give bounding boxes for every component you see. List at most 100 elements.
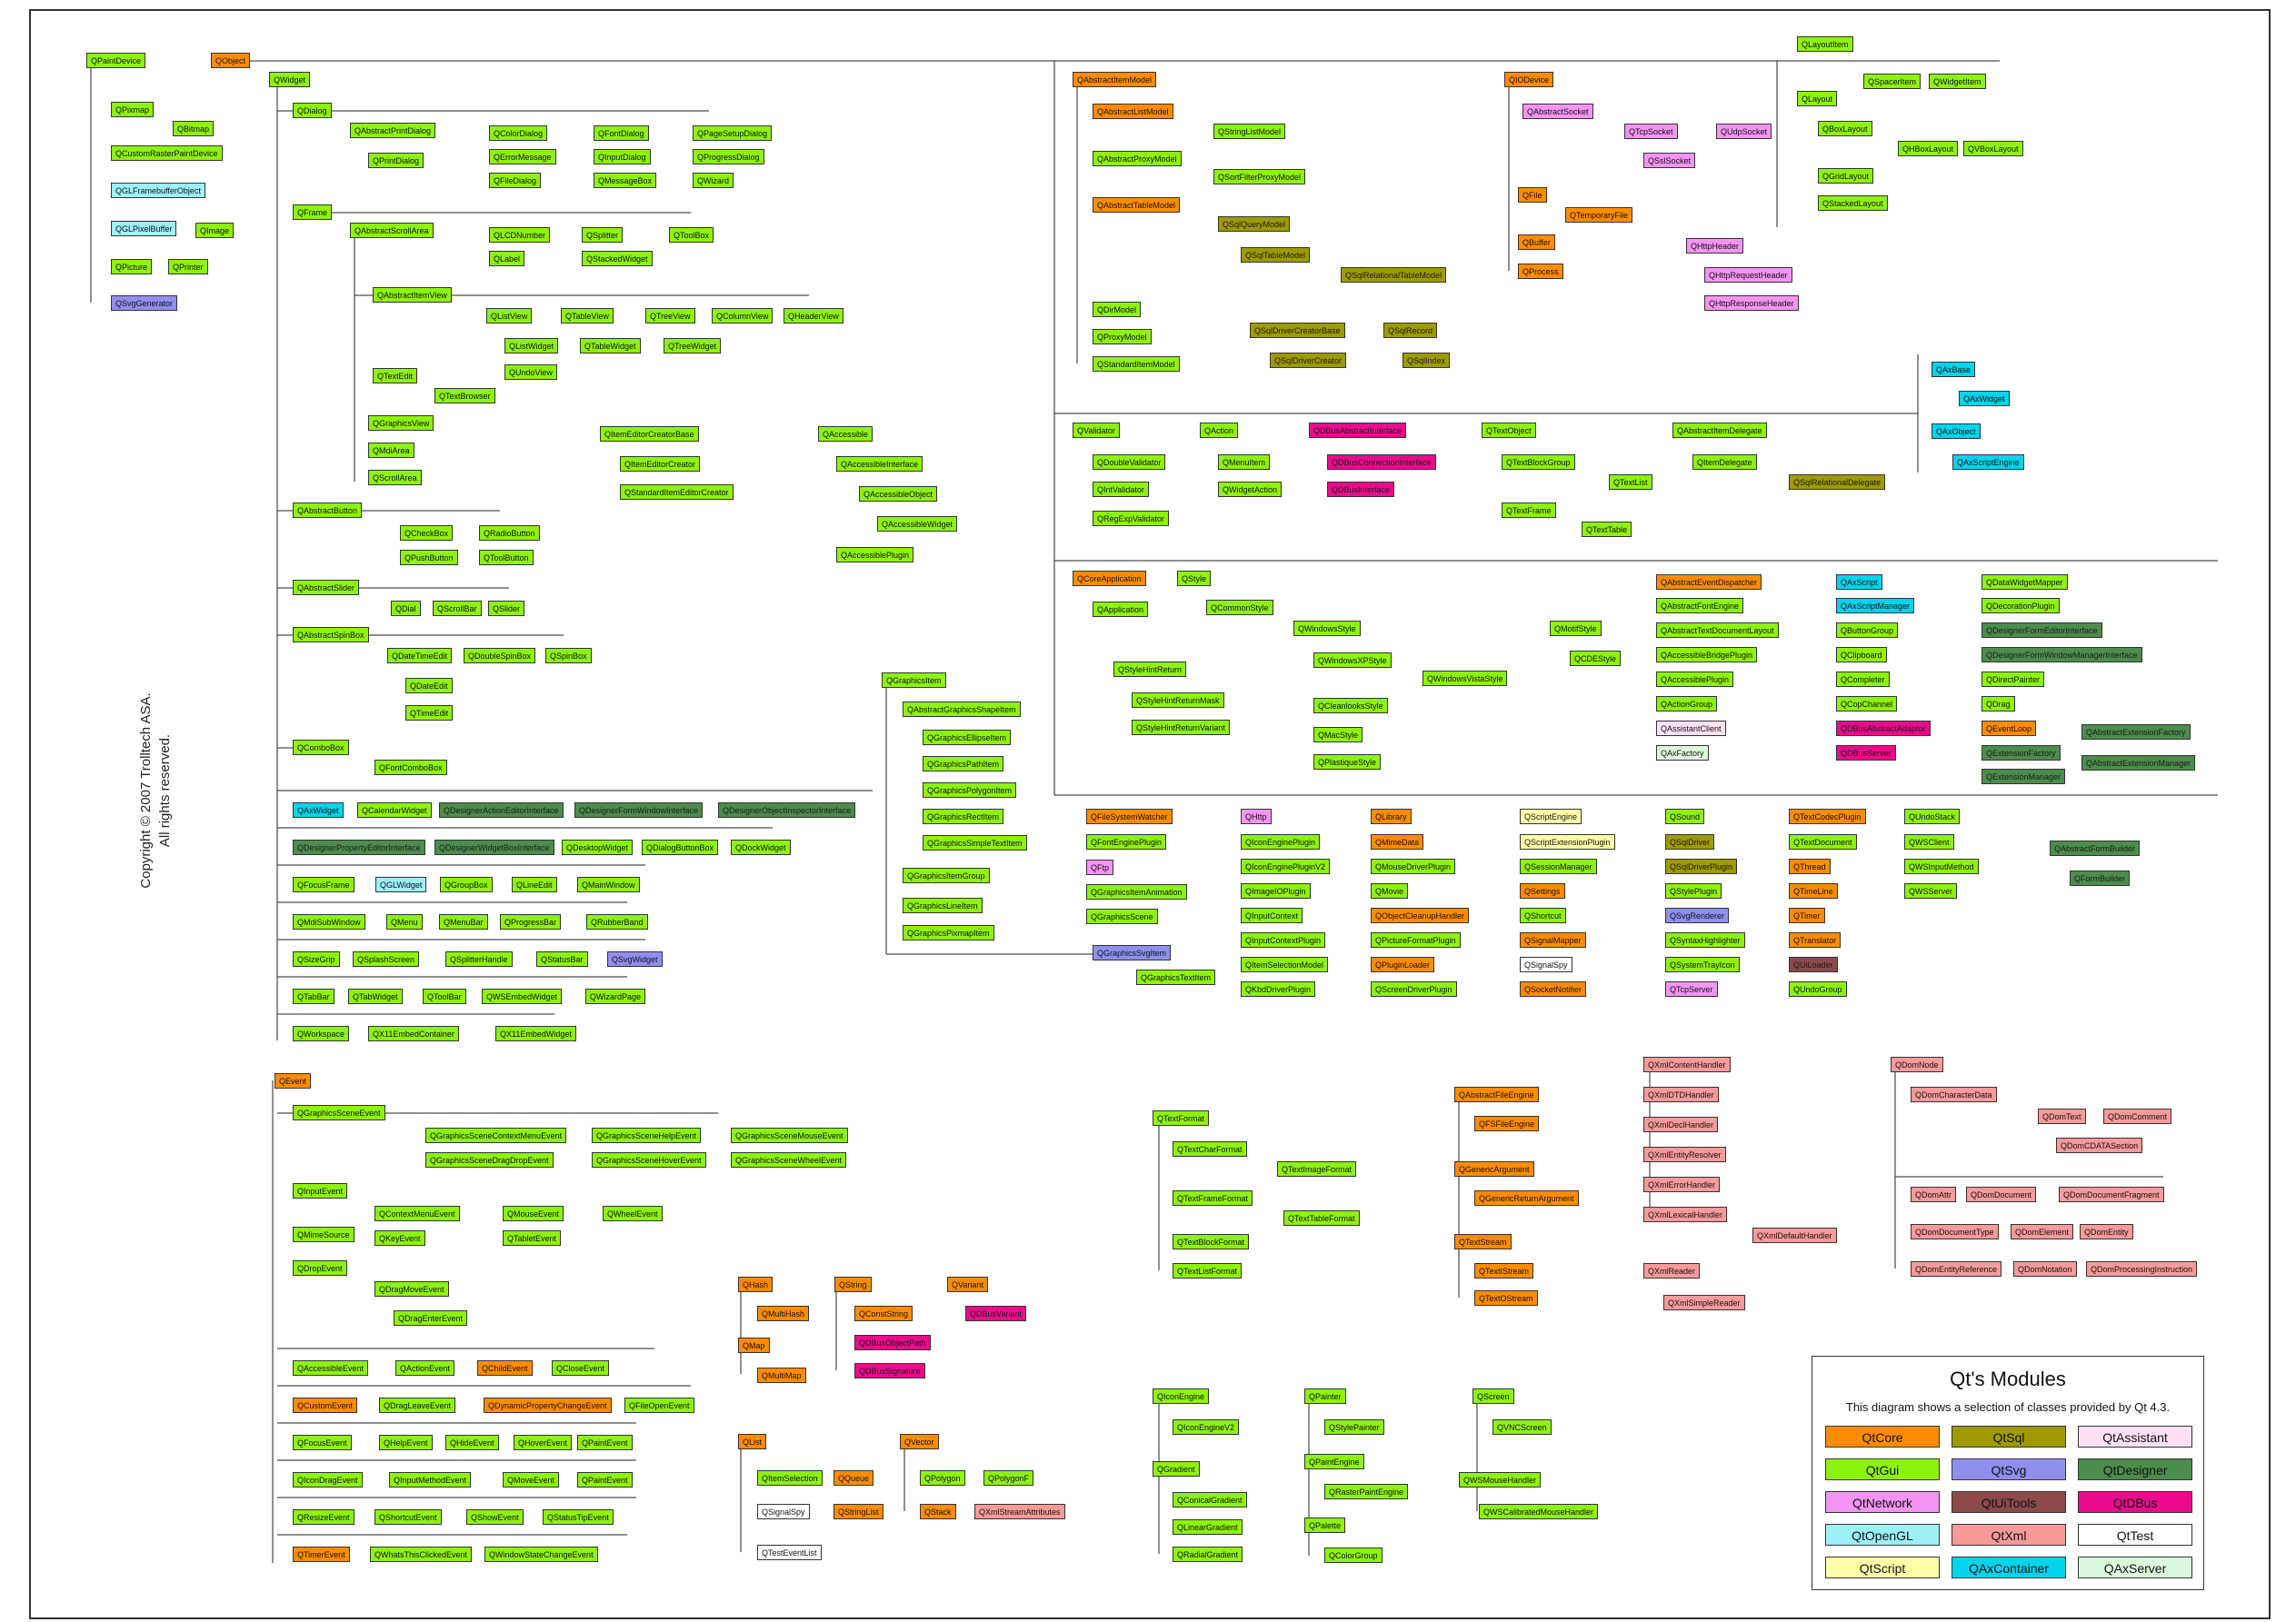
class-qundostack: QUndoStack — [1904, 809, 1961, 824]
class-qstack: QStack — [920, 1504, 956, 1519]
class-qtextcodecplugin: QTextCodecPlugin — [1789, 809, 1866, 824]
class-qgraphicspixmapitem: QGraphicsPixmapItem — [903, 925, 994, 940]
class-qgroupbox: QGroupBox — [440, 877, 493, 892]
class-qdragmoveevent: QDragMoveEvent — [374, 1281, 449, 1297]
class-qfontdialog: QFontDialog — [594, 125, 649, 141]
class-qwizard: QWizard — [693, 173, 734, 188]
class-qwidget: QWidget — [269, 72, 311, 87]
class-qhttprequestheader: QHttpRequestHeader — [1704, 267, 1792, 283]
legend-item-qtsvg: QtSvg — [1952, 1458, 2066, 1480]
class-qgradient: QGradient — [1153, 1461, 1200, 1477]
class-qcleanlooksstyle: QCleanlooksStyle — [1313, 698, 1388, 713]
class-qradiobutton: QRadioButton — [479, 525, 540, 541]
class-qabstractbutton: QAbstractButton — [293, 503, 363, 518]
class-qxmlreader: QXmlReader — [1643, 1263, 1701, 1279]
class-qabstractslider: QAbstractSlider — [293, 580, 360, 595]
class-qstandarditemeditorcreator: QStandardItemEditorCreator — [620, 484, 734, 500]
class-qsettings: QSettings — [1520, 883, 1565, 899]
class-qwsserver: QWSServer — [1904, 883, 1958, 899]
class-qwindowsstyle: QWindowsStyle — [1293, 621, 1361, 636]
class-qfiledialog: QFileDialog — [489, 173, 542, 188]
class-qdropevent: QDropEvent — [293, 1260, 347, 1276]
class-qdesignerformwindowmanagerinterface: QDesignerFormWindowManagerInterface — [1982, 647, 2142, 662]
class-qtemporaryfile: QTemporaryFile — [1565, 207, 1633, 223]
class-qconststring: QConstString — [854, 1306, 913, 1321]
class-qtextostream: QTextOStream — [1474, 1290, 1538, 1306]
class-qiconenginev2: QIconEngineV2 — [1173, 1419, 1240, 1435]
class-qerrormessage: QErrorMessage — [489, 149, 556, 164]
class-qcolumnview: QColumnView — [712, 308, 774, 323]
class-qcdestyle: QCDEStyle — [1570, 651, 1622, 666]
class-qactionevent: QActionEvent — [395, 1360, 455, 1376]
class-qtabwidget: QTabWidget — [348, 989, 403, 1004]
class-qtextblockformat: QTextBlockFormat — [1173, 1234, 1250, 1249]
class-qthread: QThread — [1789, 859, 1831, 874]
class-qhelpevent: QHelpEvent — [379, 1435, 433, 1450]
class-qx11embedcontainer: QX11EmbedContainer — [368, 1026, 459, 1041]
class-qinputevent: QInputEvent — [293, 1183, 348, 1199]
class-qdomcomment: QDomComment — [2103, 1109, 2172, 1124]
class-qsqldrivercreatorbase: QSqlDriverCreatorBase — [1250, 323, 1345, 338]
class-qmenuitem: QMenuItem — [1218, 454, 1271, 470]
class-qsortfilterproxymodel: QSortFilterProxyModel — [1213, 169, 1306, 184]
class-qgraphicstextitem: QGraphicsTextItem — [1136, 970, 1216, 985]
class-qgridlayout: QGridLayout — [1818, 168, 1874, 184]
class-qobjectcleanuphandler: QObjectCleanupHandler — [1371, 908, 1470, 923]
class-qsqldriver: QSqlDriver — [1665, 834, 1715, 850]
class-qpaintevent: QPaintEvent — [577, 1472, 633, 1488]
class-qdbusabstractadaptor: QDBusAbstractAdaptor — [1836, 721, 1931, 736]
class-qaccessiblewidget: QAccessibleWidget — [877, 516, 958, 532]
class-qgraphicssvgitem: QGraphicsSvgItem — [1093, 945, 1172, 960]
class-qdbusobjectpath: QDBusObjectPath — [854, 1335, 931, 1350]
class-qwsembedwidget: QWSEmbedWidget — [482, 989, 563, 1004]
class-qxmlsimplereader: QXmlSimpleReader — [1663, 1295, 1745, 1310]
class-qitemselection: QItemSelection — [757, 1470, 823, 1486]
class-qsignalspy: QSignalSpy — [757, 1504, 810, 1519]
class-qextensionfactory: QExtensionFactory — [1982, 745, 2061, 761]
class-qtextistream: QTextIStream — [1474, 1263, 1534, 1279]
class-qheaderview: QHeaderView — [784, 308, 844, 323]
class-qintvalidator: QIntValidator — [1093, 482, 1149, 497]
class-qscriptengine: QScriptEngine — [1520, 809, 1582, 824]
class-qtimerevent: QTimerEvent — [293, 1547, 350, 1562]
class-qwscalibratedmousehandler: QWSCalibratedMouseHandler — [1479, 1504, 1599, 1519]
class-qiconengine: QIconEngine — [1153, 1388, 1210, 1404]
class-qdbusserver: QDBusServer — [1836, 745, 1896, 761]
class-qconicalgradient: QConicalGradient — [1173, 1492, 1247, 1508]
class-qabstractgraphicsshapeitem: QAbstractGraphicsShapeItem — [903, 702, 1021, 717]
class-qtextbrowser: QTextBrowser — [434, 388, 495, 403]
class-qfocusevent: QFocusEvent — [293, 1435, 352, 1450]
class-qtableview: QTableView — [561, 308, 614, 323]
class-quiloader: QUiLoader — [1789, 957, 1838, 972]
class-qtextimageformat: QTextImageFormat — [1277, 1161, 1357, 1177]
class-qtexttable: QTextTable — [1582, 522, 1632, 537]
class-qvalidator: QValidator — [1073, 423, 1120, 438]
class-qstringlist: QStringList — [834, 1504, 883, 1519]
legend-item-qaxcontainer: QAxContainer — [1952, 1557, 2066, 1578]
class-qdesigneractioneditorinterface: QDesignerActionEditorInterface — [439, 802, 564, 818]
class-qabstractextensionfactory: QAbstractExtensionFactory — [2081, 724, 2191, 740]
class-qabstractfontengine: QAbstractFontEngine — [1656, 598, 1744, 613]
copyright-line: Copyright © 2007 Trolltech ASA. — [138, 692, 154, 889]
class-qmousedriverplugin: QMouseDriverPlugin — [1371, 859, 1456, 874]
class-qsvggenerator: QSvgGenerator — [111, 295, 178, 311]
class-qtreeview: QTreeView — [645, 308, 695, 323]
class-qxmldeclhandler: QXmlDeclHandler — [1643, 1117, 1719, 1132]
class-qdynamicpropertychangeevent: QDynamicPropertyChangeEvent — [484, 1398, 612, 1413]
legend-item-qtuitools: QtUiTools — [1952, 1491, 2066, 1513]
class-qaccessibleplugin: QAccessiblePlugin — [1656, 672, 1734, 687]
class-qtextedit: QTextEdit — [373, 368, 418, 383]
class-qmultimap: QMultiMap — [757, 1368, 806, 1383]
class-qtoolbar: QToolBar — [423, 989, 466, 1004]
class-qpainter: QPainter — [1304, 1388, 1346, 1404]
class-qitemselectionmodel: QItemSelectionModel — [1241, 957, 1329, 972]
class-qtimeline: QTimeLine — [1789, 883, 1838, 899]
class-qactiongroup: QActionGroup — [1656, 696, 1718, 711]
class-qdomentity: QDomEntity — [2080, 1224, 2133, 1239]
class-qdomelement: QDomElement — [2011, 1224, 2074, 1239]
class-qicondragevent: QIconDragEvent — [293, 1472, 363, 1488]
class-qbitmap: QBitmap — [173, 121, 215, 136]
class-qmap: QMap — [738, 1338, 770, 1353]
class-qmenubar: QMenuBar — [439, 914, 488, 930]
class-qxmlentityresolver: QXmlEntityResolver — [1643, 1147, 1726, 1162]
